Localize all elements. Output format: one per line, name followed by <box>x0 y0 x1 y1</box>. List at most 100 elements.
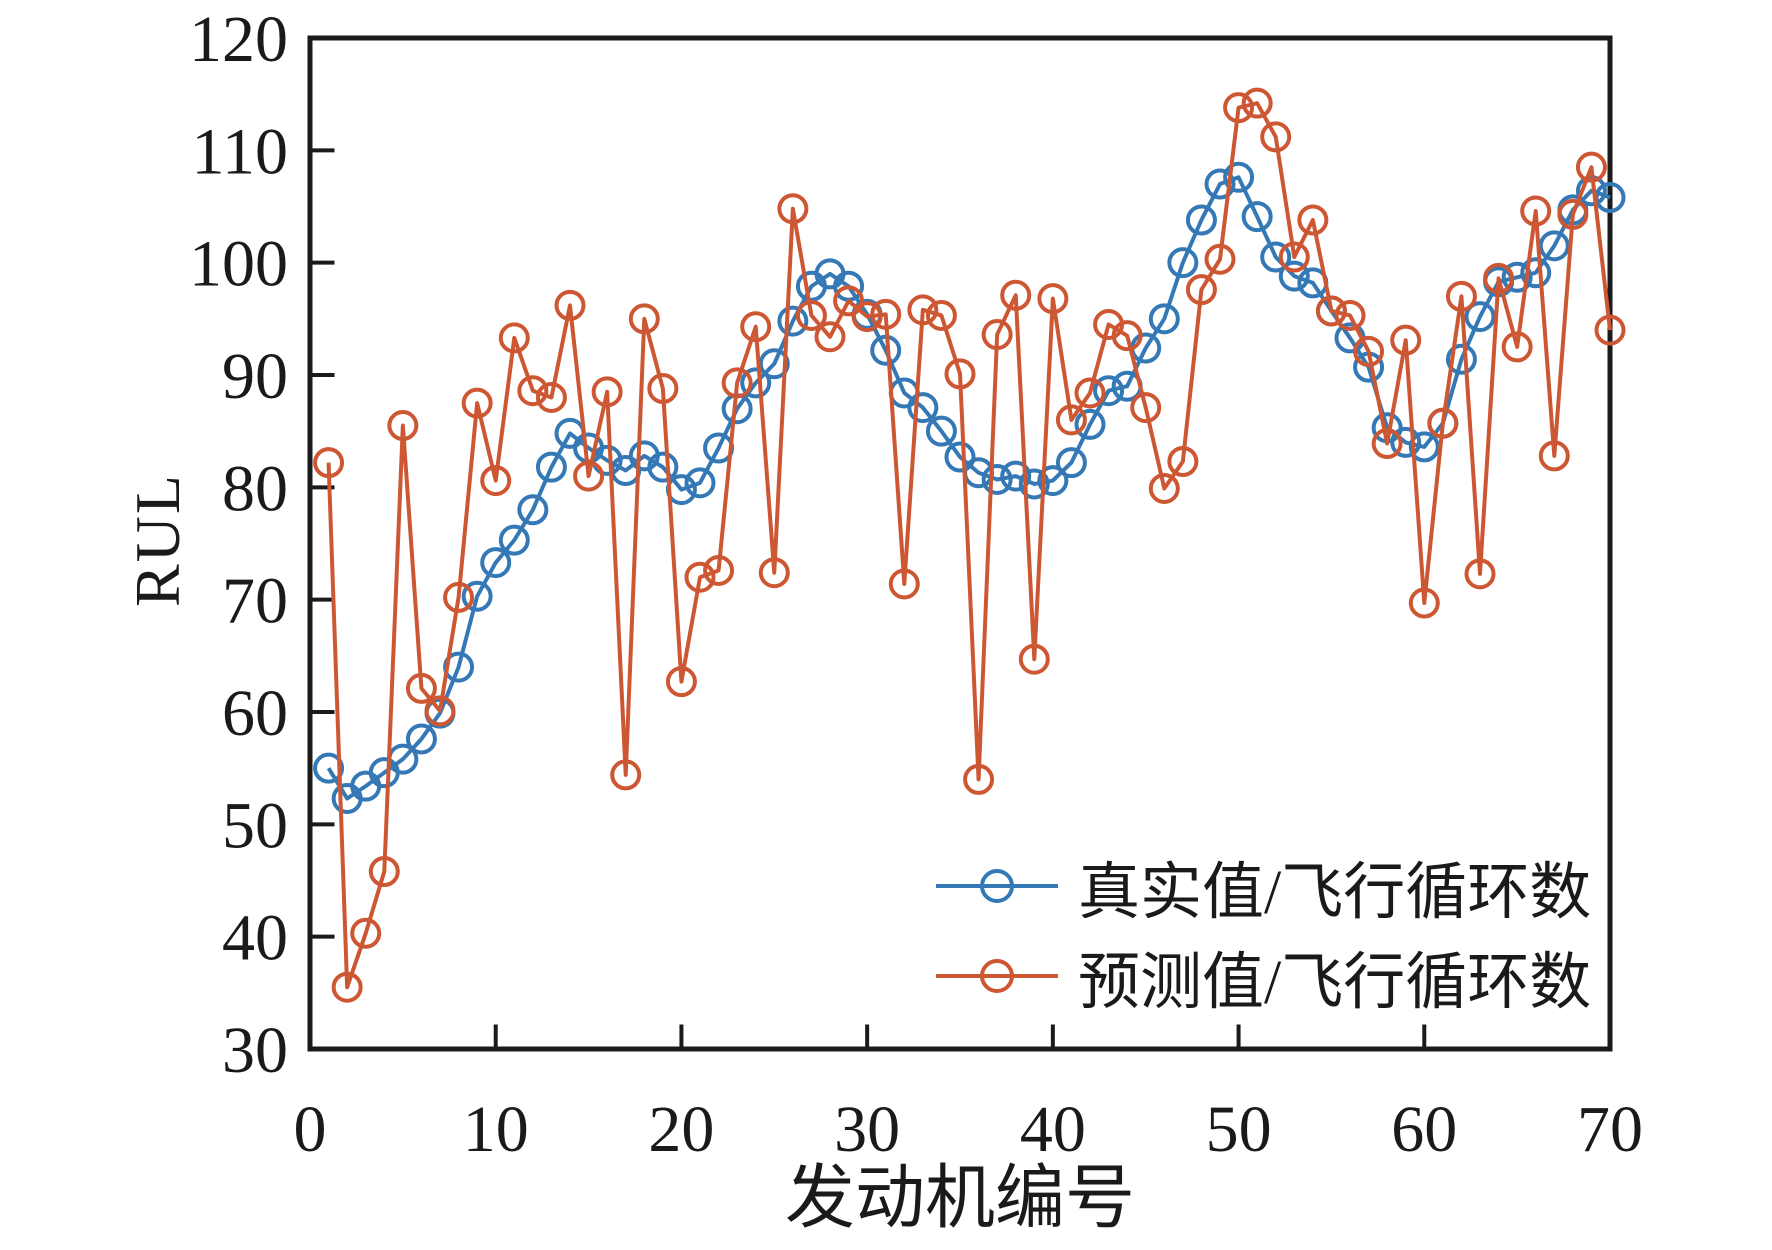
circle-marker-icon <box>980 959 1014 993</box>
data-point-predicted <box>1185 274 1217 306</box>
y-tick-label: 110 <box>191 115 288 188</box>
data-point-predicted <box>1334 299 1366 331</box>
data-point-predicted <box>1483 262 1515 294</box>
data-point-true <box>498 524 530 556</box>
data-point-true <box>480 547 512 579</box>
data-point-true <box>684 467 716 499</box>
data-point-true <box>925 415 957 447</box>
data-point-true <box>1148 303 1180 335</box>
x-tick-label: 30 <box>834 1093 900 1166</box>
x-tick-label: 40 <box>1020 1093 1086 1166</box>
legend-label-predicted: 预测值/飞行循环数 <box>1078 949 1592 1017</box>
data-point-true <box>944 441 976 473</box>
data-point-predicted <box>1241 87 1273 119</box>
y-tick-label: 70 <box>222 565 288 638</box>
data-point-predicted <box>1278 241 1310 273</box>
data-point-true <box>1260 241 1292 273</box>
data-point-predicted <box>1130 392 1162 424</box>
data-point-predicted <box>1371 428 1403 460</box>
data-point-predicted <box>1445 280 1477 312</box>
data-point-predicted <box>498 322 530 354</box>
data-point-predicted <box>721 367 753 399</box>
data-point-true <box>1018 468 1050 500</box>
data-point-true <box>313 752 345 784</box>
data-point-true <box>1223 161 1255 193</box>
data-point-predicted <box>647 372 679 404</box>
data-point-true <box>758 348 790 380</box>
data-point-true <box>1167 247 1199 279</box>
y-tick-label: 60 <box>222 677 288 750</box>
legend-item-predicted: 预测值/飞行循环数 <box>936 931 1591 1021</box>
data-point-predicted <box>313 447 345 479</box>
data-point-true <box>1538 230 1570 262</box>
data-point-predicted <box>740 311 772 343</box>
data-point-predicted <box>1223 92 1255 124</box>
data-point-predicted <box>628 303 660 335</box>
data-point-predicted <box>851 301 883 333</box>
data-point-true <box>1055 447 1087 479</box>
data-point-predicted <box>981 319 1013 351</box>
plot-box <box>307 35 1613 1052</box>
data-point-predicted <box>480 465 512 497</box>
data-point-predicted <box>1074 377 1106 409</box>
y-tick-label: 30 <box>222 1014 288 1087</box>
data-point-predicted <box>1427 407 1459 439</box>
data-point-predicted <box>350 917 382 949</box>
data-point-predicted <box>1037 283 1069 315</box>
data-point-predicted <box>963 763 995 795</box>
data-point-predicted <box>1538 440 1570 472</box>
data-point-predicted <box>1464 558 1496 590</box>
data-point-predicted <box>1594 314 1626 346</box>
data-point-true <box>1464 301 1496 333</box>
data-point-predicted <box>1390 324 1422 356</box>
data-point-true <box>1093 375 1125 407</box>
data-point-true <box>1445 343 1477 375</box>
data-point-predicted <box>1501 331 1533 363</box>
data-point-predicted <box>387 410 419 442</box>
data-point-predicted <box>610 759 642 791</box>
data-point-predicted <box>1353 335 1385 367</box>
data-point-true <box>1501 261 1533 293</box>
data-point-predicted <box>907 294 939 326</box>
data-point-true <box>1390 426 1422 458</box>
y-tick-label: 40 <box>222 902 288 975</box>
data-point-predicted <box>1000 279 1032 311</box>
y-tick-label: 50 <box>222 789 288 862</box>
data-point-predicted <box>1520 195 1552 227</box>
data-point-predicted <box>461 387 493 419</box>
data-point-predicted <box>777 193 809 225</box>
data-point-true <box>1074 408 1106 440</box>
data-point-true <box>777 305 809 337</box>
circle-marker-icon <box>980 869 1014 903</box>
legend-label-true: 真实值/飞行循环数 <box>1078 859 1592 927</box>
data-point-predicted <box>1148 472 1180 504</box>
data-point-predicted <box>1055 404 1087 436</box>
data-point-predicted <box>944 358 976 390</box>
y-tick-label: 90 <box>222 340 288 413</box>
series-line-predicted <box>326 101 1612 990</box>
data-point-predicted <box>814 321 846 353</box>
data-point-predicted <box>368 856 400 888</box>
data-point-true <box>1241 201 1273 233</box>
data-point-predicted <box>665 666 697 698</box>
data-point-true <box>443 651 475 683</box>
data-point-predicted <box>405 672 437 704</box>
data-point-predicted <box>517 375 549 407</box>
data-point-true <box>461 580 493 612</box>
x-tick-label: 10 <box>463 1093 529 1166</box>
data-point-true <box>1408 431 1440 463</box>
legend-item-true: 真实值/飞行循环数 <box>936 841 1591 931</box>
data-point-predicted <box>424 695 456 727</box>
x-tick-label: 50 <box>1206 1093 1272 1166</box>
data-point-predicted <box>535 381 567 413</box>
data-point-predicted <box>1111 320 1143 352</box>
data-point-true <box>517 494 549 526</box>
x-tick-label: 20 <box>648 1093 714 1166</box>
data-point-predicted <box>1018 643 1050 675</box>
data-point-predicted <box>870 298 902 330</box>
data-point-predicted <box>331 971 363 1003</box>
data-point-true <box>405 723 437 755</box>
data-point-predicted <box>573 460 605 492</box>
y-tick-label: 120 <box>189 3 288 76</box>
data-point-true <box>1000 460 1032 492</box>
